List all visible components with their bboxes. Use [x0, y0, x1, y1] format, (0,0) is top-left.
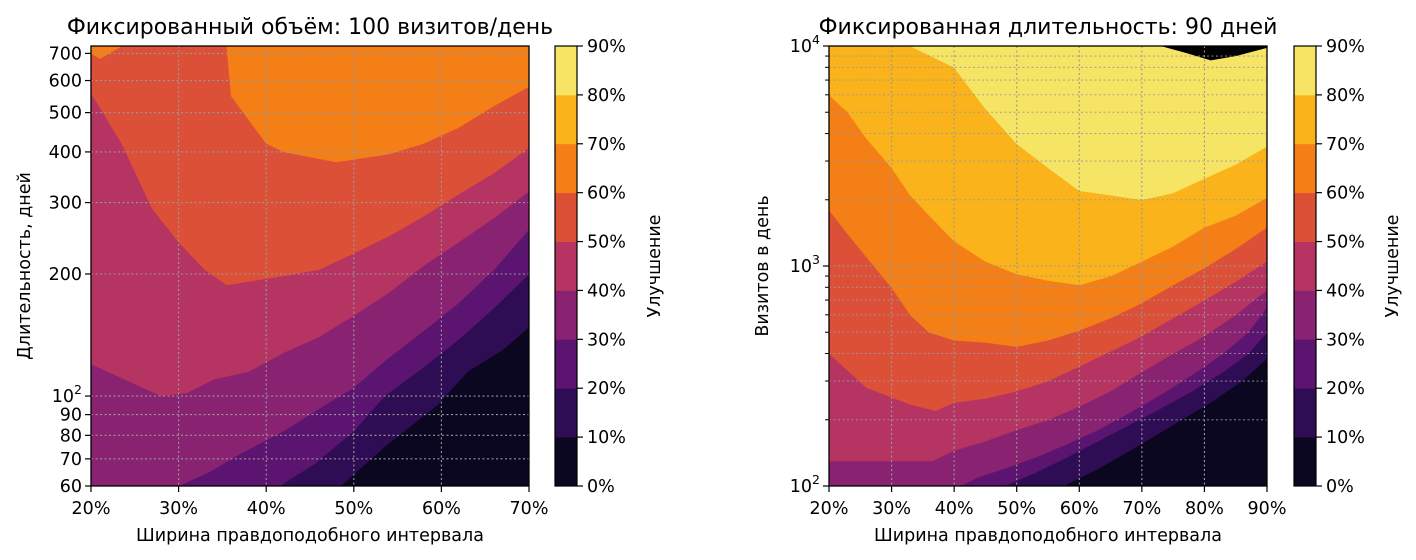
colorbar-band-1: [1294, 388, 1316, 438]
y-tick-label: 60: [60, 477, 82, 497]
colorbar-band-7: [555, 94, 577, 145]
x-tick-label: 70%: [1122, 499, 1161, 519]
left-panel: 20% 30% 40% 50% 60% 70%6070809010220030040050…: [15, 15, 665, 546]
y-tick-base: 10: [790, 37, 812, 57]
colorbar-tick-label: 30%: [1326, 330, 1365, 350]
colorbar-band-5: [555, 192, 577, 242]
colorbar-label: Улучшение: [1383, 215, 1403, 318]
colorbar-tick-label: 0%: [1326, 477, 1354, 497]
colorbar-tick-label: 20%: [1326, 379, 1365, 399]
colorbar-tick-label: 10%: [587, 428, 626, 448]
contour-band-60-6: [91, 46, 529, 163]
x-tick-label: 60%: [1060, 499, 1099, 519]
colorbar-band-0: [555, 437, 577, 487]
colorbar-tick-label: 70%: [1326, 135, 1365, 155]
y-tick-label: 90: [60, 406, 82, 426]
x-tick-label: 40%: [247, 499, 286, 519]
colorbar-frame: [554, 45, 578, 487]
colorbar: 0% 10% 20% 30% 40% 50% 60% 70% 80% 90% Улучшение: [554, 37, 665, 497]
colorbar-tick-label: 10%: [1326, 428, 1365, 448]
plot-frame: [90, 45, 530, 487]
y-tick-base: 10: [790, 257, 812, 277]
colorbar-band-4: [555, 241, 577, 291]
colorbar-band-2: [1294, 339, 1316, 389]
colorbar-band-4: [1294, 241, 1316, 291]
x-tick-label: 70%: [510, 499, 549, 519]
y-tick-label: 80: [60, 426, 82, 446]
colorbar-band-7: [1294, 94, 1316, 145]
colorbar-band-3: [1294, 290, 1316, 340]
colorbar-tick-label: 50%: [1326, 233, 1365, 253]
colorbar-tick-label: 70%: [587, 135, 626, 155]
colorbar-frame: [1293, 45, 1317, 487]
colorbar-band-2: [555, 339, 577, 389]
y-tick-label: 600: [49, 72, 82, 92]
x-tick-label: 50%: [334, 499, 373, 519]
x-tick-label: 40%: [935, 499, 974, 519]
y-tick-label: 500: [49, 104, 82, 124]
chart-title: Фиксированная длительность: 90 дней: [819, 15, 1278, 40]
y-tick-label: 104: [790, 32, 820, 57]
colorbar-band-8: [555, 46, 577, 96]
y-tick-label: 400: [49, 143, 82, 163]
y-tick-exponent: 4: [812, 32, 820, 47]
contour-band-90-8: [829, 46, 1267, 61]
x-axis-label: Ширина правдоподобного интервала: [136, 526, 484, 546]
y-tick-label: 200: [49, 265, 82, 285]
y-tick-label: 300: [49, 194, 82, 214]
contour-band-60-5: [91, 46, 529, 59]
x-tick-label: 20%: [72, 499, 111, 519]
y-tick-base: 10: [790, 477, 812, 497]
x-tick-label: 80%: [1185, 499, 1224, 519]
colorbar-band-1: [555, 388, 577, 438]
colorbar-tick-label: 40%: [1326, 281, 1365, 301]
y-tick-base: 10: [52, 387, 74, 407]
y-tick-exponent: 2: [812, 472, 820, 487]
x-tick-label: 50%: [997, 499, 1036, 519]
x-axis-label: Ширина правдоподобного интервала: [874, 526, 1222, 546]
colorbar-tick-label: 30%: [587, 330, 626, 350]
colorbar-tick-label: 20%: [587, 379, 626, 399]
right-panel: 20% 30% 40% 50% 60% 70% 80% 90%102103104Фиксиро…: [753, 15, 1403, 546]
y-tick-label: 102: [52, 382, 82, 407]
colorbar-tick-label: 80%: [1326, 86, 1365, 106]
colorbar-tick-label: 50%: [587, 233, 626, 253]
colorbar: 0% 10% 20% 30% 40% 50% 60% 70% 80% 90% Улучшение: [1293, 37, 1403, 497]
y-axis-label: Длительность, дней: [15, 172, 35, 360]
colorbar-band-8: [1294, 46, 1316, 96]
y-tick-exponent: 3: [812, 252, 820, 267]
x-tick-label: 60%: [422, 499, 461, 519]
colorbar-band-0: [1294, 437, 1316, 487]
x-tick-label: 30%: [159, 499, 198, 519]
colorbar-tick-label: 80%: [587, 86, 626, 106]
colorbar-tick-label: 90%: [587, 37, 626, 57]
colorbar-tick-label: 90%: [1326, 37, 1365, 57]
chart-title: Фиксированный объём: 100 визитов/день: [67, 15, 553, 40]
x-tick-label: 30%: [872, 499, 911, 519]
y-tick-label: 103: [790, 252, 820, 277]
y-axis-label: Визитов в день: [753, 195, 773, 336]
colorbar-band-6: [1294, 143, 1316, 194]
x-tick-label: 20%: [810, 499, 849, 519]
y-tick-exponent: 2: [74, 382, 82, 397]
y-tick-label: 102: [790, 472, 820, 497]
y-tick-label: 70: [60, 450, 82, 470]
colorbar-tick-label: 60%: [587, 184, 626, 204]
y-tick-label: 700: [49, 44, 82, 64]
colorbar-tick-label: 0%: [587, 477, 615, 497]
colorbar-tick-label: 60%: [1326, 184, 1365, 204]
x-tick-label: 90%: [1248, 499, 1287, 519]
colorbar-band-5: [1294, 192, 1316, 242]
colorbar-tick-label: 40%: [587, 281, 626, 301]
colorbar-band-6: [555, 143, 577, 194]
colorbar-band-3: [555, 290, 577, 340]
colorbar-label: Улучшение: [645, 215, 665, 318]
